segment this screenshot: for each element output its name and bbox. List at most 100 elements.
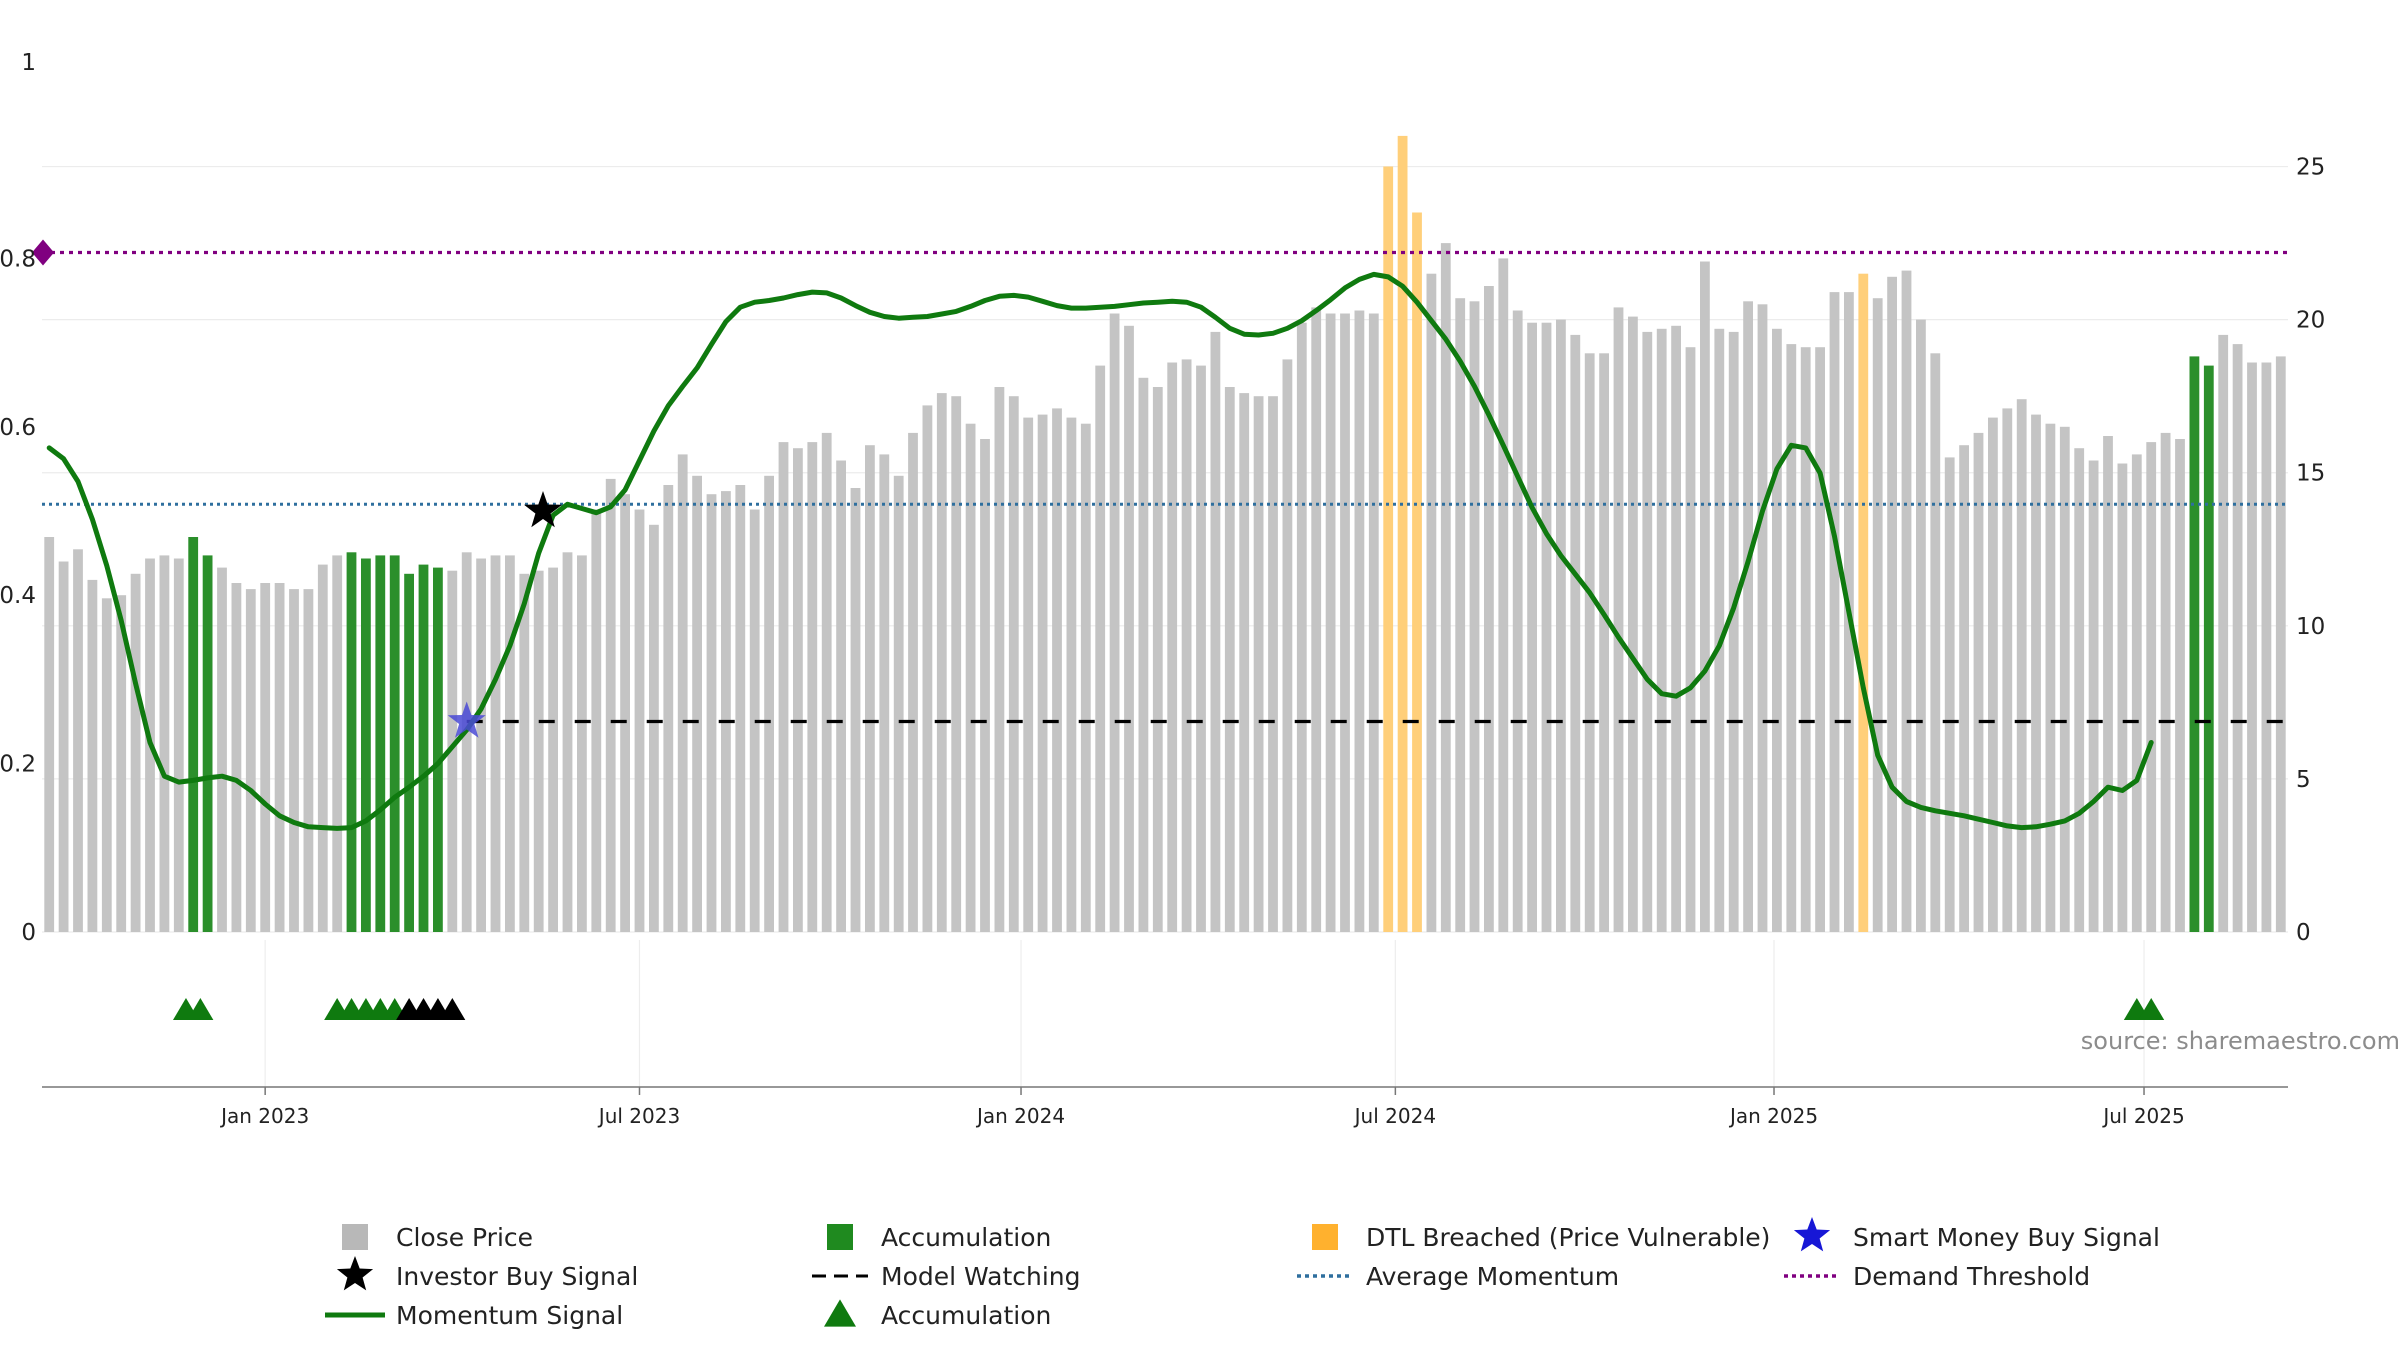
price-bar <box>289 589 299 932</box>
price-bar <box>1080 423 1091 932</box>
price-bar <box>663 485 674 932</box>
legend-item: Accumulation <box>824 1299 1051 1330</box>
price-bar <box>1397 135 1408 932</box>
price-bar <box>2045 423 2056 932</box>
price-bar <box>605 478 616 932</box>
x-tick-label: Jul 2025 <box>2101 1104 2184 1128</box>
legend-item: Smart Money Buy Signal <box>1793 1217 2160 1252</box>
legend: Close Price Accumulation DTL Breached (Pri… <box>325 1217 2160 1330</box>
left-tick-label: 0.8 <box>0 246 36 272</box>
price-bar <box>87 579 98 932</box>
price-bar <box>1008 396 1019 932</box>
price-bar <box>404 573 414 932</box>
legend-label: Average Momentum <box>1366 1262 1619 1291</box>
smart-money-buy-signal <box>447 701 486 738</box>
price-bar <box>173 558 184 932</box>
price-bar <box>1239 393 1250 933</box>
price-bar <box>116 595 127 932</box>
price-bar <box>1901 270 1912 933</box>
legend-item: Investor Buy Signal <box>336 1256 638 1291</box>
close-price-bars <box>44 135 2286 933</box>
price-bar <box>1570 334 1581 932</box>
price-bar <box>2088 460 2099 932</box>
price-bar <box>1152 387 1163 932</box>
right-axis: 0 5 10 15 20 25 <box>2296 155 2325 946</box>
price-bar <box>994 387 1005 932</box>
legend-item: Accumulation <box>827 1223 1051 1252</box>
price-bar <box>1368 313 1379 932</box>
x-axis: Jan 2023 Jul 2023 Jan 2024 Jul 2024 Jan 2025… <box>42 1086 2288 1128</box>
vertical-gridlines <box>264 940 2145 1087</box>
price-bar <box>2059 426 2070 932</box>
price-bar <box>1757 304 1768 932</box>
price-bar <box>2218 334 2229 932</box>
legend-item: DTL Breached (Price Vulnerable) <box>1312 1223 1770 1252</box>
legend-triangle-icon <box>824 1299 856 1327</box>
price-bar <box>274 583 285 932</box>
price-bar <box>2232 344 2243 933</box>
price-bar <box>1772 328 1782 932</box>
price-bar <box>735 485 746 932</box>
price-bar <box>2002 408 2013 932</box>
price-bar <box>1728 331 1739 932</box>
legend-label: Close Price <box>396 1223 533 1252</box>
price-bar <box>591 509 602 932</box>
price-bar <box>1138 377 1149 932</box>
price-bar <box>879 454 890 932</box>
price-bar <box>188 537 199 932</box>
demand-threshold-marker <box>32 239 54 266</box>
price-bar <box>1930 353 1941 932</box>
price-bar <box>533 570 544 932</box>
investor-marker <box>439 997 466 1021</box>
price-bar <box>1196 365 1206 933</box>
price-bar <box>303 589 314 932</box>
price-bar <box>2247 362 2257 932</box>
price-bar <box>44 537 55 932</box>
price-bar <box>2203 365 2214 933</box>
price-bar <box>1599 353 1609 932</box>
price-bar <box>1556 319 1566 933</box>
price-bar <box>505 555 515 932</box>
price-bar <box>231 583 242 932</box>
price-bar <box>2031 414 2041 933</box>
price-bar <box>1714 328 1725 932</box>
price-bar <box>1109 313 1120 932</box>
price-bar <box>577 555 587 932</box>
price-bar <box>317 564 328 932</box>
price-bar <box>1959 445 1969 932</box>
price-bar <box>389 555 400 932</box>
price-bar <box>1786 344 1797 933</box>
price-bar <box>2103 436 2113 932</box>
price-bar <box>1685 347 1696 932</box>
price-bar <box>1469 301 1480 932</box>
price-bar <box>562 552 573 932</box>
price-bar <box>1224 387 1235 932</box>
price-bar <box>908 432 918 932</box>
right-tick-label: 20 <box>2296 308 2325 334</box>
price-bar <box>1887 276 1897 932</box>
x-tick-label: Jul 2024 <box>1353 1104 1436 1128</box>
price-bar <box>634 509 645 932</box>
legend-label: Accumulation <box>881 1223 1051 1252</box>
price-bar <box>1124 325 1134 932</box>
price-bar <box>749 509 760 932</box>
price-bar <box>548 567 558 932</box>
legend-item: Average Momentum <box>1297 1262 1619 1291</box>
left-tick-label: 0.6 <box>0 415 36 441</box>
momentum-line <box>46 271 2154 831</box>
price-bar <box>1282 359 1293 932</box>
price-bar <box>965 423 976 932</box>
legend-item: Close Price <box>342 1223 533 1252</box>
price-bar <box>1167 362 1178 932</box>
price-bar <box>1268 396 1278 932</box>
signal-markers <box>447 491 563 738</box>
left-tick-label: 0.2 <box>0 752 36 778</box>
price-bar <box>2016 399 2027 932</box>
price-bar <box>1613 307 1624 932</box>
price-bar <box>793 448 803 932</box>
price-bar <box>418 564 429 932</box>
price-bar <box>1383 166 1394 932</box>
price-bar <box>620 494 630 932</box>
price-bar <box>1023 417 1034 933</box>
